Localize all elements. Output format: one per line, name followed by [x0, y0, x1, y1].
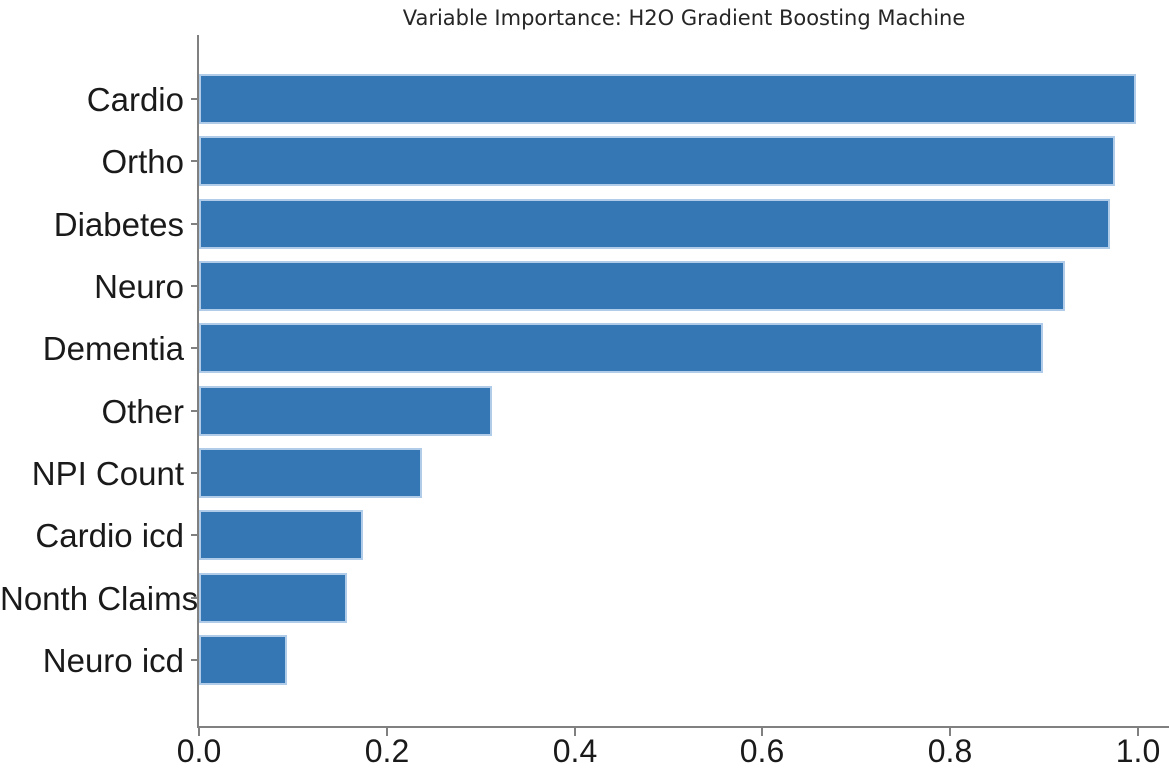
bar-dementia	[199, 323, 1043, 373]
x-tick-label: 0.6	[739, 733, 785, 768]
bar-cardio	[199, 74, 1136, 124]
y-tick-mark	[191, 410, 198, 412]
y-tick-label: Nonth Claims	[0, 580, 199, 617]
y-tick-label: Other	[101, 393, 184, 430]
x-tick-mark	[1137, 728, 1139, 736]
y-tick-mark	[191, 659, 198, 661]
x-tick-label: 0.8	[927, 733, 973, 768]
y-tick-label: Dementia	[42, 330, 184, 367]
bar-other	[199, 386, 492, 436]
y-tick-label: Ortho	[101, 143, 184, 180]
x-tick-label: 0.2	[364, 733, 410, 768]
x-tick-mark	[949, 728, 951, 736]
bar-neuro	[199, 261, 1065, 311]
bar-neuro-icd	[199, 635, 287, 685]
y-tick-mark	[191, 472, 198, 474]
y-tick-mark	[191, 160, 198, 162]
y-axis-spine	[197, 35, 199, 728]
y-tick-mark	[191, 597, 198, 599]
x-tick-mark	[574, 728, 576, 736]
bar-cardio-icd	[199, 510, 363, 560]
chart-title: Variable Importance: H2O Gradient Boosti…	[402, 6, 966, 30]
x-tick-label: 1.0	[1115, 733, 1161, 768]
y-tick-mark	[191, 347, 198, 349]
y-tick-label: Cardio	[86, 81, 184, 118]
y-tick-label: Neuro icd	[42, 642, 184, 679]
y-tick-mark	[191, 98, 198, 100]
bar-diabetes	[199, 199, 1110, 249]
y-tick-label: Diabetes	[53, 206, 184, 243]
bar-npi-count	[199, 448, 422, 498]
x-tick-label: 0.0	[176, 733, 222, 768]
x-tick-mark	[198, 728, 200, 736]
y-tick-mark	[191, 223, 198, 225]
y-tick-label: Cardio icd	[35, 517, 184, 554]
y-tick-mark	[191, 285, 198, 287]
y-tick-mark	[191, 534, 198, 536]
x-tick-mark	[386, 728, 388, 736]
x-tick-label: 0.4	[552, 733, 598, 768]
bar-nonth-claims	[199, 573, 347, 623]
bar-ortho	[199, 136, 1115, 186]
x-tick-mark	[761, 728, 763, 736]
x-axis-spine	[197, 726, 1169, 728]
y-tick-label: NPI Count	[31, 455, 184, 492]
y-tick-label: Neuro	[94, 268, 184, 305]
